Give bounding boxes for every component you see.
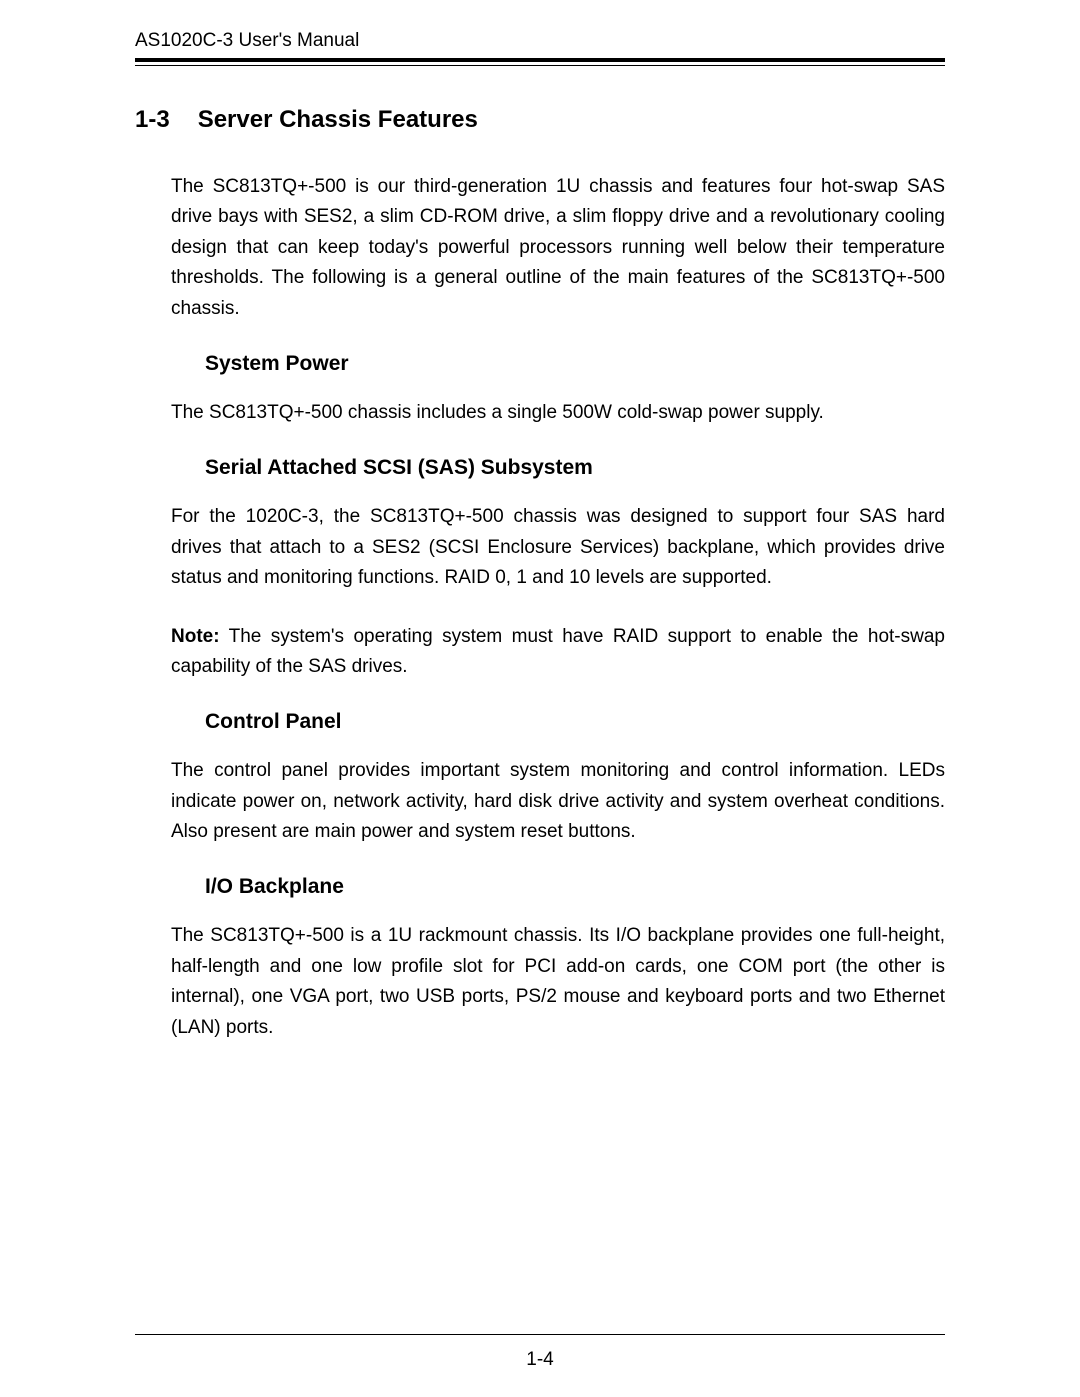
note-body: The system's operating system must have … (171, 626, 945, 677)
body-block: The SC813TQ+-500 is our third-generation… (171, 172, 945, 1043)
subheading-sas: Serial Attached SCSI (SAS) Subsystem (205, 456, 945, 480)
note-label: Note: (171, 626, 220, 647)
section-number: 1-3 (135, 106, 170, 134)
subheading-system-power: System Power (205, 352, 945, 376)
sas-note: Note: The system's operating system must… (171, 622, 945, 683)
section-heading: 1-3 Server Chassis Features (135, 106, 945, 134)
page-number: 1-4 (0, 1349, 1080, 1371)
document-page: AS1020C-3 User's Manual 1-3 Server Chassi… (0, 0, 1080, 1397)
footer-rule (135, 1334, 945, 1335)
header-rule (135, 58, 945, 66)
subheading-io-backplane: I/O Backplane (205, 875, 945, 899)
subheading-control-panel: Control Panel (205, 710, 945, 734)
intro-paragraph: The SC813TQ+-500 is our third-generation… (171, 172, 945, 324)
io-backplane-body: The SC813TQ+-500 is a 1U rackmount chass… (171, 921, 945, 1043)
header-title: AS1020C-3 User's Manual (135, 30, 945, 58)
section-title: Server Chassis Features (198, 106, 478, 133)
sas-body-1: For the 1020C-3, the SC813TQ+-500 chassi… (171, 502, 945, 593)
system-power-body: The SC813TQ+-500 chassis includes a sing… (171, 398, 945, 428)
control-panel-body: The control panel provides important sys… (171, 756, 945, 847)
